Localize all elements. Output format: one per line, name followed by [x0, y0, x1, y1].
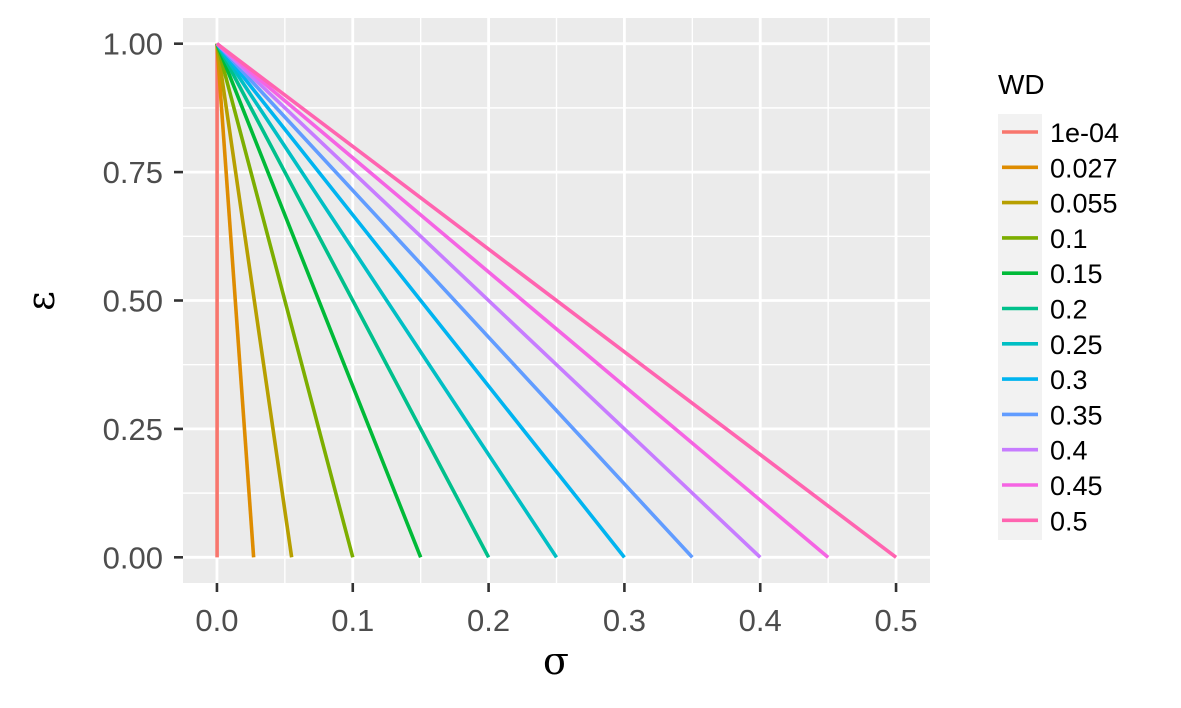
y-axis-title: ε: [19, 291, 63, 311]
series-line-0.25: [215, 42, 559, 559]
legend-label-0.2: 0.2: [1050, 295, 1088, 325]
legend-label-0.055: 0.055: [1050, 189, 1118, 219]
x-axis: 0.0 0.1 0.2 0.3 0.4 0.5: [195, 583, 918, 638]
y-tick-label: 0.75: [103, 155, 163, 190]
y-axis: 0.00 0.25 0.50 0.75 1.00: [103, 27, 183, 575]
y-tick-label: 0.50: [103, 284, 163, 319]
x-tick-label: 0.1: [331, 603, 374, 638]
x-tick-label: 0.3: [603, 603, 646, 638]
x-axis-title: σ: [543, 639, 569, 683]
legend-label-0.15: 0.15: [1050, 259, 1103, 289]
series-line-0.3: [215, 42, 626, 559]
legend-items: 1e-04 0.027 0.055 0.1 0.15 0.2 0.25 0.3 0.35 0.4 0…: [1002, 118, 1119, 536]
legend-label-0.1: 0.1: [1050, 224, 1088, 254]
series-line-0.027: [215, 43, 256, 558]
series-line-0.35: [215, 42, 694, 559]
series-line-0.055: [215, 43, 294, 558]
legend-label-0.35: 0.35: [1050, 400, 1103, 430]
legend-label-0.027: 0.027: [1050, 153, 1118, 183]
legend-label-0.25: 0.25: [1050, 330, 1103, 360]
x-tick-label: 0.4: [739, 603, 782, 638]
legend-title: WD: [998, 69, 1045, 100]
series-line-0.5: [215, 42, 898, 559]
y-tick-label: 0.25: [103, 412, 163, 447]
legend-label-0.3: 0.3: [1050, 365, 1088, 395]
legend-label-0.45: 0.45: [1050, 471, 1103, 501]
legend-label-0.4: 0.4: [1050, 436, 1088, 466]
legend-key-background: [998, 114, 1042, 540]
legend-label-0.5: 0.5: [1050, 506, 1088, 536]
series-line-0.15: [215, 43, 423, 558]
y-tick-label: 1.00: [103, 27, 163, 62]
series-lines: [215, 42, 898, 559]
x-tick-label: 0.2: [467, 603, 510, 638]
y-tick-label: 0.00: [103, 540, 163, 575]
legend-label-1e-04: 1e-04: [1050, 118, 1119, 148]
series-line-0.4: [215, 42, 762, 559]
x-tick-label: 0.5: [874, 603, 917, 638]
x-tick-label: 0.0: [195, 603, 238, 638]
series-line-0.1: [215, 43, 355, 558]
series-line-0.2: [215, 42, 491, 559]
series-line-0.45: [215, 42, 830, 559]
legend: WD 1e-04 0.027 0.055 0.1 0.15 0.2 0.25 0.3 0.35 0…: [998, 69, 1119, 540]
